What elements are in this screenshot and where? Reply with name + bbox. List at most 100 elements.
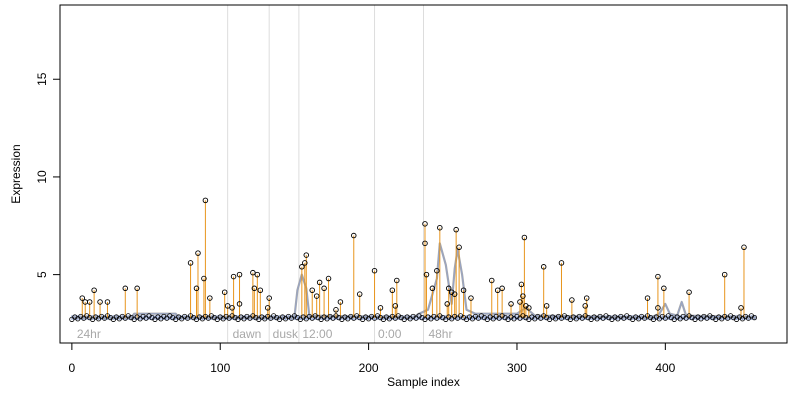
spike-point	[721, 271, 728, 278]
spike-point	[303, 252, 310, 258]
spike-point	[134, 285, 140, 292]
spike-point	[313, 293, 320, 299]
x-axis: 0 100 200 300 400	[69, 342, 676, 375]
spike-point	[517, 299, 523, 305]
spike-point	[257, 287, 264, 293]
spike-point	[187, 260, 194, 266]
spike-point	[122, 285, 129, 292]
spike-point	[202, 197, 209, 204]
region-label: dawn	[233, 327, 262, 341]
spike-point	[97, 299, 103, 305]
spike-point	[437, 224, 443, 231]
region-label: 12:00	[302, 327, 332, 341]
spike-point	[451, 291, 458, 297]
spike-point	[79, 295, 86, 301]
spike-point	[371, 267, 378, 274]
spike-point	[333, 307, 339, 313]
spike-point	[520, 293, 526, 299]
baseline-point	[751, 315, 757, 321]
spike-point	[445, 285, 452, 292]
spike-point	[351, 232, 357, 239]
spike-point	[392, 303, 399, 309]
spike-point	[356, 291, 363, 297]
spike-point	[583, 295, 590, 301]
spike-point	[456, 244, 462, 251]
spike-point	[422, 240, 428, 247]
spike-point	[251, 285, 258, 292]
spike-point	[508, 301, 514, 307]
spike-point	[429, 285, 436, 292]
spike-point	[224, 303, 231, 309]
x-tick-label: 0	[69, 361, 76, 375]
spike-point	[423, 271, 430, 278]
baseline-curve	[71, 243, 756, 319]
region-label: dusk	[273, 327, 299, 341]
region-label: 24hr	[77, 327, 101, 341]
spike-point	[521, 234, 528, 241]
spike-point	[229, 305, 235, 311]
spike-point	[422, 221, 428, 227]
spike-point	[494, 287, 501, 293]
spike-point	[540, 264, 547, 270]
spike-point	[644, 295, 651, 301]
spike-point	[337, 299, 344, 305]
spike-point	[299, 264, 305, 270]
smooth-curve	[71, 242, 756, 319]
spike-point	[686, 289, 692, 295]
y-tick-label: 10	[35, 170, 49, 184]
spike-point	[236, 301, 243, 307]
spike-point	[741, 244, 747, 251]
spike-point	[738, 305, 744, 311]
spike-point	[661, 285, 667, 292]
spike-point	[460, 287, 467, 293]
spike-point	[526, 305, 532, 311]
spike-point	[266, 295, 272, 301]
spike-point	[86, 299, 93, 305]
spike-point	[518, 281, 525, 288]
y-axis-label: Expression	[9, 144, 23, 203]
x-axis-label: Sample index	[387, 375, 460, 389]
spike-point	[468, 295, 474, 301]
y-tick-label: 5	[35, 271, 49, 278]
spike-point	[264, 305, 271, 311]
x-tick-label: 400	[655, 361, 675, 375]
smooth-layer	[71, 242, 756, 319]
spike-point	[377, 305, 384, 311]
spike-point	[316, 279, 323, 286]
spike-stems	[81, 200, 745, 318]
spike-point	[254, 271, 261, 278]
spike-point	[453, 226, 459, 233]
spike-point	[201, 275, 207, 282]
spike-point	[569, 297, 575, 303]
x-tick-label: 300	[507, 361, 527, 375]
spike-point	[195, 250, 201, 256]
spike-point	[394, 277, 400, 284]
spike-point	[104, 299, 111, 305]
x-tick-label: 100	[210, 361, 230, 375]
spike-point	[221, 289, 228, 295]
spike-point	[558, 260, 565, 266]
spike-point	[91, 287, 97, 293]
y-tick-label: 15	[35, 72, 49, 86]
spike-point	[302, 260, 308, 266]
spike-point	[321, 285, 327, 292]
spike-point	[250, 269, 256, 276]
spike-point	[543, 303, 550, 309]
spike-point	[444, 301, 450, 307]
spike-point	[434, 267, 440, 274]
spike-point	[207, 295, 213, 301]
region-label: 48hr	[428, 327, 452, 341]
region-label: 0:00	[378, 327, 402, 341]
spike-point	[582, 303, 588, 309]
spike-point	[325, 275, 332, 282]
x-tick-label: 200	[359, 361, 379, 375]
spike-point	[309, 287, 315, 293]
spike-point	[499, 285, 505, 292]
spike-point	[655, 305, 661, 311]
spike-point	[389, 287, 396, 293]
region-labels: 24hr dawn dusk 12:00 0:00 48hr	[77, 327, 453, 341]
spike-point	[655, 273, 661, 280]
spike-point	[230, 273, 237, 280]
data-points	[69, 197, 757, 322]
